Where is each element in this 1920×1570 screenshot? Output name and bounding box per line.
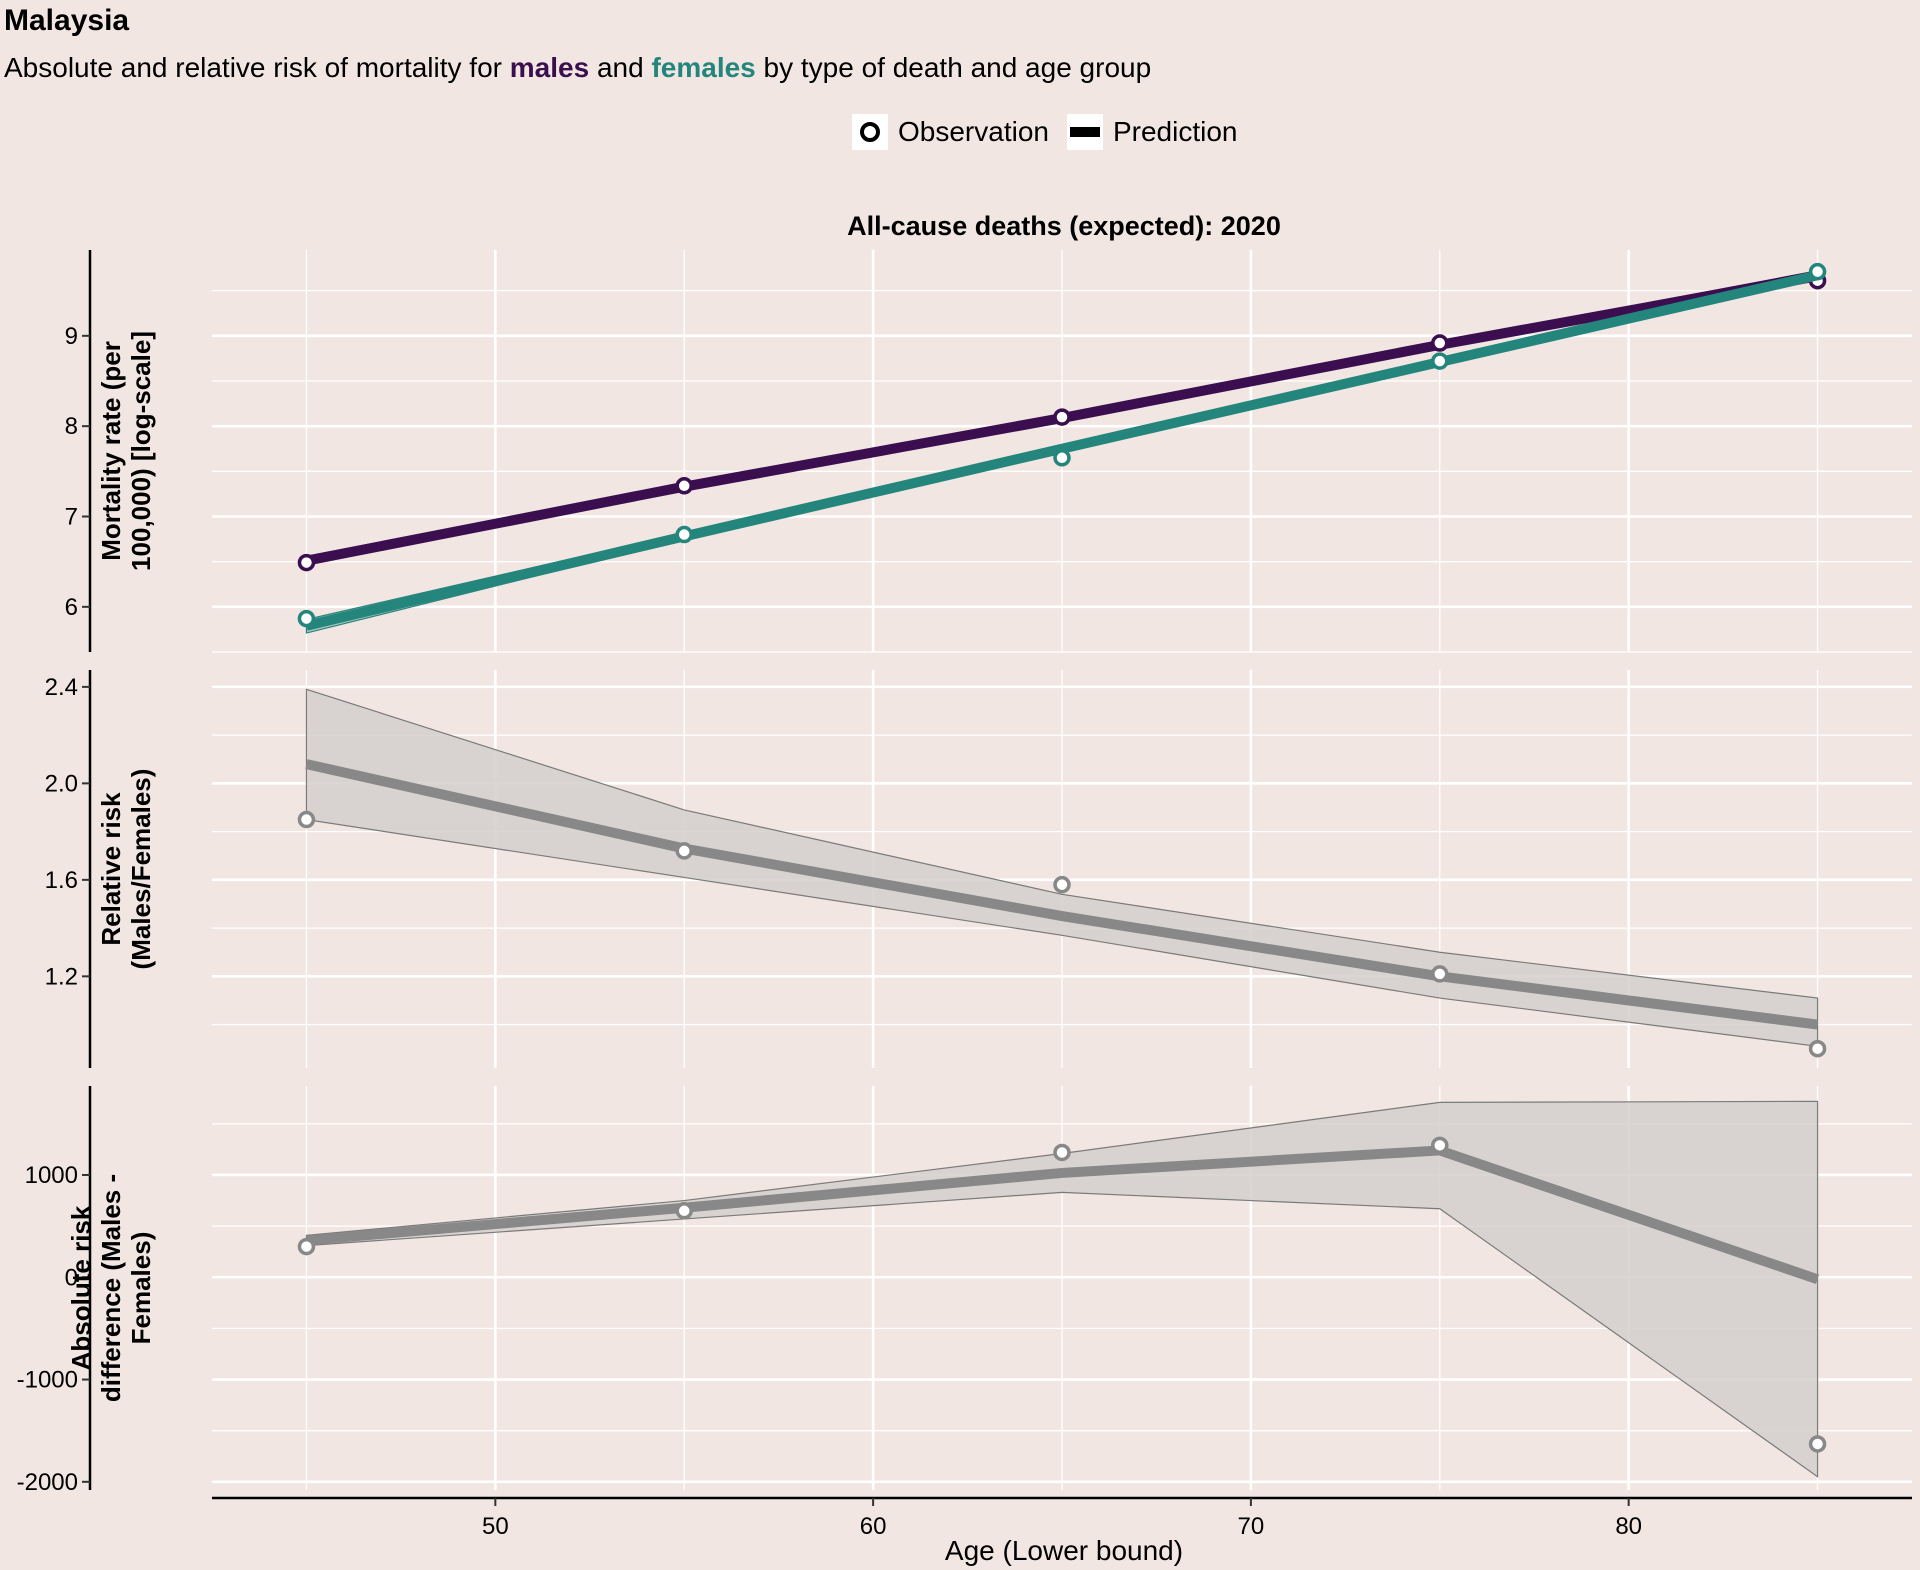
absolute_risk-observation-point: [675, 1202, 693, 1220]
x-tick-label: 50: [482, 1513, 509, 1540]
y-tick-label: 0: [65, 1264, 78, 1291]
relative_risk-observation-point: [1053, 875, 1071, 894]
absolute_risk-observation-point: [1053, 1143, 1071, 1162]
males-observation-point: [1431, 334, 1449, 352]
x-tick-label: 60: [860, 1513, 887, 1540]
y-tick-label: 7: [65, 503, 78, 530]
observation-legend-label: Observation: [898, 116, 1049, 147]
absolute_risk-observation-point: [1431, 1136, 1449, 1155]
y-axis-title-line: Females): [126, 1232, 156, 1345]
observation-legend-key: [852, 114, 888, 150]
relative_risk-observation-point: [1808, 1039, 1827, 1058]
y-tick-label: 1.6: [45, 867, 78, 894]
females-observation-point: [297, 609, 316, 628]
absolute_risk-observation-point: [1808, 1435, 1827, 1453]
absolute_risk-observation-point: [297, 1237, 316, 1256]
subtitle-males: males: [509, 52, 590, 83]
prediction-line-icon: [1069, 127, 1100, 137]
x-axis-title: Age (Lower bound): [945, 1535, 1183, 1566]
relative_risk-prediction-line: [305, 759, 1819, 1030]
y-tick-label: 9: [65, 323, 78, 350]
prediction-legend-label: Prediction: [1112, 116, 1238, 147]
males-observation-point: [1053, 408, 1071, 426]
females-observation-point: [1808, 262, 1827, 281]
y-tick-label: 2.4: [45, 674, 78, 701]
y-axis-title-line: (Males/Females): [126, 769, 156, 970]
males-observation-point: [297, 553, 316, 572]
y-axis-title-line: Relative risk: [96, 792, 126, 946]
relative_risk-observation-point: [1431, 965, 1449, 983]
y-tick-label: -2000: [17, 1469, 78, 1496]
y-axis-title: Absolute riskdifference (Males -Females): [66, 1174, 156, 1402]
subtitle-females: females: [651, 52, 756, 83]
observation-marker-icon: [860, 122, 880, 142]
absolute_risk-confidence-band: [305, 1100, 1819, 1478]
y-tick-label: -1000: [17, 1367, 78, 1394]
females-observation-point: [675, 525, 693, 544]
females-observation-point: [1053, 449, 1071, 467]
chart-subtitle: Absolute and relative risk of mortality …: [4, 52, 1151, 84]
females-observation-point: [1431, 352, 1449, 370]
y-tick-label: 6: [65, 594, 78, 621]
legend: Observation Prediction: [852, 114, 1255, 150]
y-axis-title-line: Mortality rate (per: [96, 341, 126, 561]
subtitle-part2: and: [589, 52, 652, 83]
y-tick-label: 1.2: [45, 963, 78, 990]
y-tick-label: 2.0: [45, 770, 78, 797]
males-observation-point: [675, 477, 693, 495]
y-axis-title: Relative risk(Males/Females): [96, 769, 156, 970]
relative_risk-observation-point: [675, 842, 693, 860]
y-axis-title-line: Absolute risk: [66, 1205, 96, 1370]
y-tick-label: 1000: [25, 1162, 78, 1189]
females-prediction-line: [305, 270, 1819, 631]
relative_risk-observation-point: [297, 810, 316, 829]
x-tick-label: 80: [1615, 1513, 1642, 1540]
subtitle-part3: by type of death and age group: [755, 52, 1152, 83]
absolute_risk-prediction-line: [306, 1145, 1820, 1285]
subtitle-part1: Absolute and relative risk of mortality …: [4, 52, 510, 83]
y-axis-title-line: 100,000) [log-scale]: [126, 331, 156, 571]
panel-mortality: 6 7 8 9 Mortality rate (per100,000) [log-sca…: [65, 250, 1912, 653]
y-tick-label: 8: [65, 413, 78, 440]
y-axis-title-line: difference (Males -: [96, 1174, 126, 1402]
facet-title: All-cause deaths (expected): 2020: [847, 211, 1281, 241]
y-axis-title: Mortality rate (per100,000) [log-scale]: [96, 331, 156, 571]
panel-relative_risk: 1.2 1.6 2.0 2.4 Relative risk(Males/Females): [45, 670, 1912, 1068]
prediction-legend-key: [1066, 114, 1103, 150]
x-tick-label: 70: [1238, 1513, 1265, 1540]
chart-title: Malaysia: [4, 4, 130, 37]
